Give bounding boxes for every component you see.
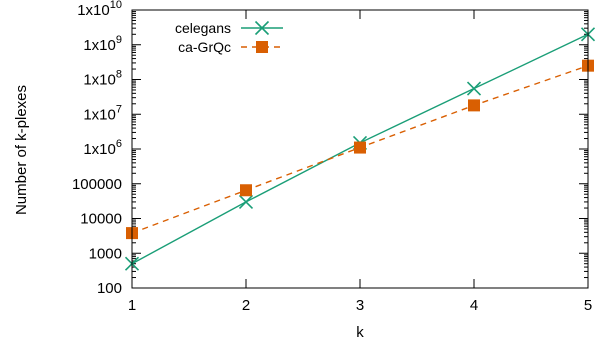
y-tick-label: 1x107 xyxy=(83,103,122,123)
series-2-point-2 xyxy=(240,184,252,197)
series-layer xyxy=(124,27,596,271)
legend-label-1: celegans xyxy=(175,20,231,36)
y-tick-label: 10000 xyxy=(80,211,122,228)
y-tick-label: 100 xyxy=(97,280,122,297)
y-tick-label: 1x106 xyxy=(83,138,122,158)
y-tick-label: 100000 xyxy=(72,176,122,193)
y-tick-label: 1x109 xyxy=(83,34,122,54)
legend-marker-2 xyxy=(256,41,268,53)
y-tick-label: 1x1010 xyxy=(77,0,122,19)
x-tick-label: 3 xyxy=(356,297,364,314)
legend-marker-1 xyxy=(254,20,270,36)
series-1-point-4 xyxy=(466,81,482,96)
plot-frame xyxy=(131,9,589,289)
x-tick-label: 2 xyxy=(242,297,250,314)
series-2 xyxy=(126,59,594,240)
axis-tick-labels: 100 1000 10000 100000 1x106 1x107 1x108 1x109 1x… xyxy=(72,0,592,314)
x-tick-label: 5 xyxy=(584,297,592,314)
series-2-point-3 xyxy=(354,141,366,154)
x-tick-label: 4 xyxy=(470,297,478,314)
x-axis-title: k xyxy=(356,324,364,341)
series-2-point-4 xyxy=(468,99,480,112)
y-tick-label: 1000 xyxy=(89,245,122,262)
y-tick-label: 1x108 xyxy=(83,69,122,89)
legend-label-2: ca-GrQc xyxy=(178,39,231,55)
y-axis-title: Number of k-plexes xyxy=(13,85,30,215)
legend: celegans ca-GrQc xyxy=(175,20,283,55)
x-tick-label: 1 xyxy=(128,297,136,314)
series-1-point-2 xyxy=(238,194,254,209)
